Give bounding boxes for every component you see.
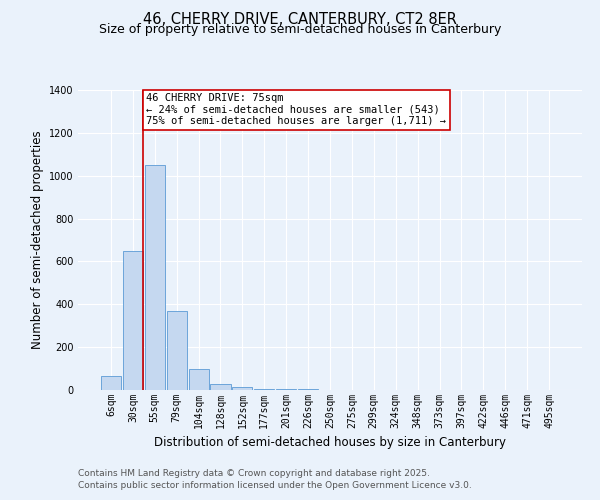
Bar	[145, 165, 165, 390]
Bar	[188, 368, 209, 390]
Bar	[167, 310, 187, 390]
Bar	[232, 387, 253, 390]
Text: Size of property relative to semi-detached houses in Canterbury: Size of property relative to semi-detach…	[99, 22, 501, 36]
Bar	[211, 384, 230, 390]
Bar	[276, 389, 296, 390]
Bar	[254, 389, 274, 390]
Text: Contains public sector information licensed under the Open Government Licence v3: Contains public sector information licen…	[78, 481, 472, 490]
Text: Contains HM Land Registry data © Crown copyright and database right 2025.: Contains HM Land Registry data © Crown c…	[78, 468, 430, 477]
Bar	[101, 376, 121, 390]
X-axis label: Distribution of semi-detached houses by size in Canterbury: Distribution of semi-detached houses by …	[154, 436, 506, 450]
Text: 46, CHERRY DRIVE, CANTERBURY, CT2 8ER: 46, CHERRY DRIVE, CANTERBURY, CT2 8ER	[143, 12, 457, 28]
Y-axis label: Number of semi-detached properties: Number of semi-detached properties	[31, 130, 44, 350]
Text: 46 CHERRY DRIVE: 75sqm
← 24% of semi-detached houses are smaller (543)
75% of se: 46 CHERRY DRIVE: 75sqm ← 24% of semi-det…	[146, 93, 446, 126]
Bar	[123, 250, 143, 390]
